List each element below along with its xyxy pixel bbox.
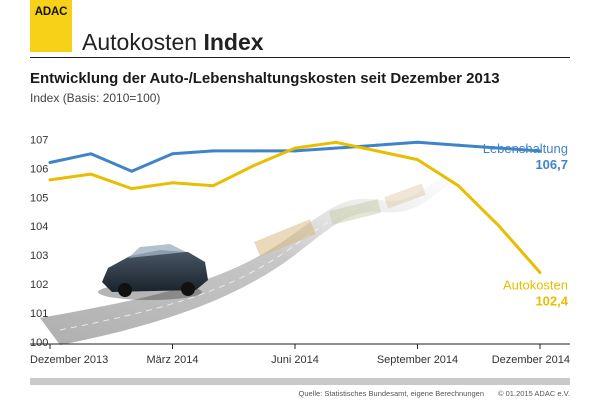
footer: Quelle: Statistisches Bundesamt, eigene … — [298, 389, 570, 398]
data-point — [211, 184, 215, 188]
data-point — [130, 169, 134, 173]
data-point — [89, 172, 93, 176]
chart-subtitle: Index (Basis: 2010=100) — [30, 91, 161, 105]
y-axis: 100 101 102 103 104 105 106 107 — [30, 134, 48, 349]
data-point — [416, 140, 419, 144]
x-tick-label: Juni 2014 — [271, 354, 319, 366]
series-name-label: Lebenshaltung — [483, 141, 568, 156]
y-tick-label: 105 — [30, 192, 48, 204]
series-end-value: 102,4 — [535, 294, 568, 309]
brand-title: Autokosten Index — [82, 29, 264, 56]
data-point — [252, 149, 256, 153]
car-illustration — [98, 244, 208, 300]
series-layer — [48, 140, 542, 275]
source-note: Quelle: Statistisches Bundesamt, eigene … — [298, 389, 485, 398]
data-point — [48, 161, 52, 165]
data-point — [293, 146, 297, 150]
data-point — [293, 149, 297, 153]
y-tick-label: 107 — [30, 134, 48, 146]
data-point — [456, 184, 460, 188]
y-tick-label: 106 — [30, 163, 48, 175]
y-tick-label: 104 — [30, 221, 48, 233]
data-point — [416, 158, 419, 162]
road-illustration — [40, 175, 455, 345]
x-tick-label: Dezember 2013 — [30, 354, 108, 366]
y-tick-label: 100 — [30, 337, 48, 349]
data-point — [89, 152, 93, 156]
adac-logo: ADAC — [30, 0, 72, 52]
header-rule — [30, 57, 570, 58]
series-end-value: 106,7 — [535, 157, 568, 172]
data-point — [375, 149, 379, 153]
data-point — [211, 149, 215, 153]
data-point — [456, 143, 460, 147]
x-tick-label: März 2014 — [147, 354, 199, 366]
data-point — [252, 163, 256, 167]
data-point — [171, 181, 174, 185]
data-point — [375, 143, 379, 147]
y-tick-label: 101 — [30, 308, 48, 320]
y-tick-label: 103 — [30, 250, 48, 262]
data-point — [130, 187, 134, 191]
data-point — [48, 178, 52, 182]
x-tick-label: Dezember 2014 — [492, 354, 570, 366]
bottom-bar — [30, 378, 570, 385]
data-point — [171, 152, 174, 156]
y-tick-label: 102 — [30, 279, 48, 291]
brand-bold: Index — [203, 29, 264, 55]
logo-text: ADAC — [34, 6, 68, 18]
series-name-label: Autokosten — [503, 278, 568, 293]
x-tick-label: September 2014 — [377, 354, 458, 366]
chart-title: Entwicklung der Auto-/Lebenshaltungskost… — [30, 70, 500, 87]
data-point — [334, 140, 338, 144]
data-point — [538, 271, 542, 275]
data-point — [334, 146, 338, 150]
x-axis: Dezember 2013 März 2014 Juni 2014 September… — [30, 343, 570, 366]
data-point — [497, 146, 501, 150]
data-point — [497, 224, 501, 228]
data-point — [538, 149, 542, 153]
brand-light: Autokosten — [82, 29, 198, 55]
copyright-note: © 01.2015 ADAC e.V. — [498, 389, 570, 398]
